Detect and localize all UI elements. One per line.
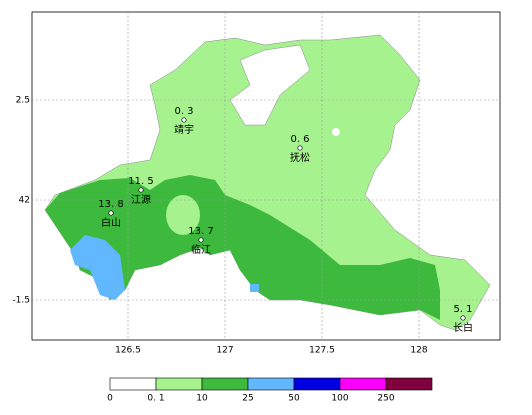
legend-swatch bbox=[385, 377, 433, 391]
legend-label: 100 bbox=[331, 394, 348, 404]
station-dot bbox=[198, 237, 204, 243]
y-label: -1.5 bbox=[12, 296, 30, 306]
legend-swatch bbox=[155, 377, 203, 391]
station-name: 临江 bbox=[191, 243, 211, 256]
station-dot bbox=[460, 315, 466, 321]
legend-label: 250 bbox=[377, 394, 394, 404]
y-label: 42 bbox=[19, 196, 30, 206]
station-name: 抚松 bbox=[290, 151, 310, 164]
legend-label: 0 bbox=[107, 394, 113, 404]
x-label: 127.5 bbox=[309, 346, 335, 356]
y-label: 2.5 bbox=[16, 96, 30, 106]
legend-label: 0. 1 bbox=[147, 394, 164, 404]
x-label: 128 bbox=[410, 346, 427, 356]
x-label: 126.5 bbox=[115, 346, 141, 356]
x-label: 127 bbox=[216, 346, 233, 356]
station-value: 0. 6 bbox=[290, 134, 309, 145]
station-value: 13. 8 bbox=[98, 199, 123, 210]
station-value: 11. 5 bbox=[128, 176, 153, 187]
station-dot bbox=[138, 187, 144, 193]
station-dot bbox=[181, 117, 187, 123]
station-name: 靖宇 bbox=[174, 123, 194, 136]
white-area bbox=[229, 44, 311, 126]
legend-label: 50 bbox=[288, 394, 300, 404]
light-blue-area bbox=[70, 235, 125, 300]
legend-swatch bbox=[247, 377, 295, 391]
legend-label: 25 bbox=[242, 394, 253, 404]
legend-swatch bbox=[293, 377, 341, 391]
legend-swatch bbox=[109, 377, 157, 391]
station-name: 白山 bbox=[101, 216, 121, 229]
station-name: 江源 bbox=[131, 193, 151, 206]
station-dot bbox=[108, 210, 114, 216]
legend-label: 10 bbox=[196, 394, 208, 404]
hole bbox=[332, 128, 340, 136]
station-name: 长白 bbox=[453, 321, 473, 334]
light-green-area bbox=[166, 195, 200, 235]
legend-swatch bbox=[201, 377, 249, 391]
green-area bbox=[45, 175, 440, 320]
legend-swatch bbox=[339, 377, 387, 391]
station-value: 13. 7 bbox=[188, 226, 213, 237]
station-value: 5. 1 bbox=[453, 304, 472, 315]
light-blue-area bbox=[250, 284, 259, 292]
station-value: 0. 3 bbox=[174, 106, 193, 117]
station-dot bbox=[297, 145, 303, 151]
